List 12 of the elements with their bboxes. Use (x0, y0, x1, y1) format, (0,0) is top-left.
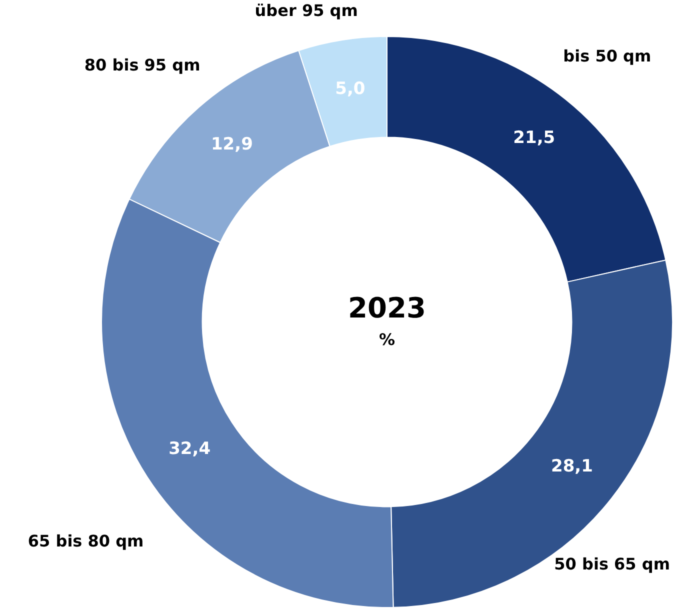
data-label: 5,0 (335, 79, 366, 100)
data-label: 12,9 (210, 134, 253, 155)
slice-label: 80 bis 95 qm (84, 55, 200, 74)
data-label: 21,5 (513, 128, 556, 148)
data-label: 32,4 (168, 439, 211, 460)
text: % (378, 330, 396, 350)
slice-label: 50 bis 65 qm (554, 554, 670, 574)
slice-label: über 95 qm (254, 1, 358, 20)
text: 2023 (348, 291, 426, 324)
data-label: 28,1 (551, 456, 593, 477)
slice-label: 65 bis 80 qm (28, 531, 144, 550)
slice-label: bis 50 qm (563, 46, 652, 66)
